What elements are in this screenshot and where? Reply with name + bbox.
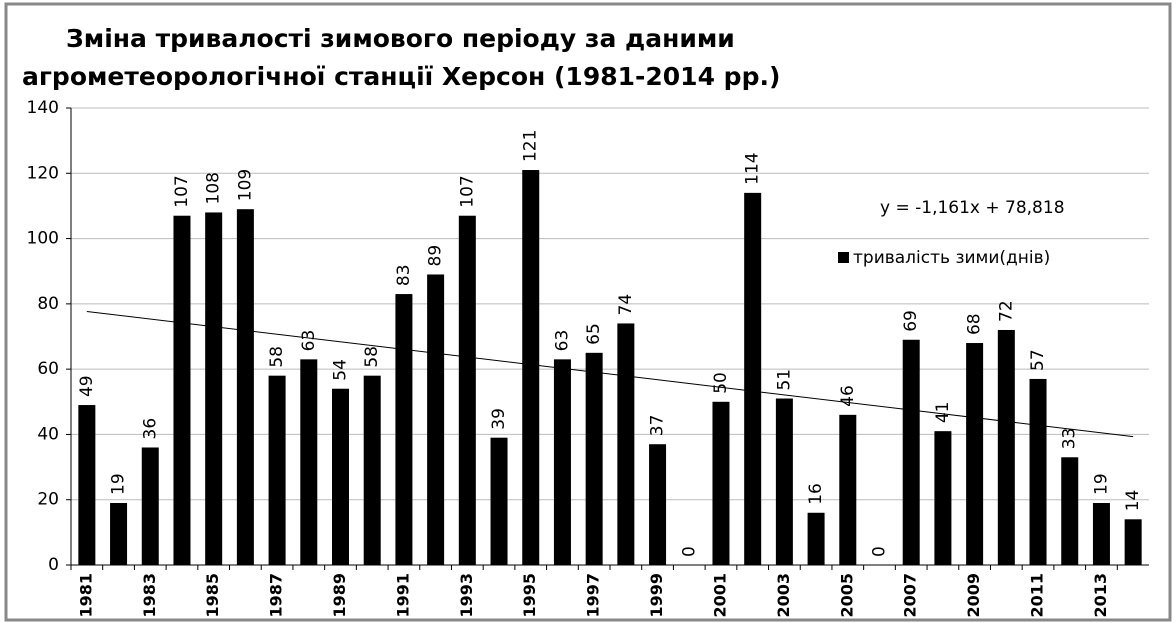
value-label: 36: [140, 418, 160, 440]
x-tick-label: 1999: [647, 573, 666, 618]
bar: [712, 401, 730, 565]
x-tick-label: 2009: [964, 573, 983, 618]
bar: [522, 170, 540, 565]
value-label: 83: [394, 264, 414, 286]
x-tick-label: 1985: [203, 573, 222, 618]
bar: [649, 444, 667, 565]
bar: [553, 359, 571, 565]
value-label: 107: [457, 175, 477, 207]
value-label: 69: [901, 310, 921, 332]
bar: [839, 414, 857, 565]
value-label: 63: [552, 330, 572, 352]
x-tick-label: 2013: [1091, 573, 1110, 618]
x-tick-label: 2011: [1028, 573, 1047, 618]
value-label: 57: [1028, 349, 1048, 371]
chart-title: агрометеорологічної станції Херсон (1981…: [22, 62, 780, 91]
value-label: 58: [267, 346, 287, 368]
bar: [173, 215, 191, 565]
y-tick-label: 80: [37, 294, 59, 314]
bar: [363, 375, 381, 565]
x-tick-label: 1981: [76, 573, 95, 618]
bar: [1029, 378, 1047, 565]
bar: [617, 323, 635, 565]
x-tick-label: 2005: [837, 573, 856, 618]
value-label: 37: [648, 415, 668, 437]
legend-label: тривалість зими(днів): [853, 248, 1050, 268]
value-label: 16: [806, 483, 826, 505]
bar: [902, 339, 920, 565]
bar: [1092, 502, 1110, 565]
value-label: 107: [172, 175, 192, 207]
chart-title: Зміна тривалості зимового періоду за дан…: [66, 24, 735, 53]
bar: [332, 388, 349, 565]
bar: [205, 212, 223, 565]
value-label: 19: [109, 473, 129, 495]
bar: [807, 512, 825, 565]
y-tick-label: 120: [27, 163, 59, 183]
y-tick-label: 100: [27, 229, 59, 249]
bar: [458, 215, 476, 565]
bar: [300, 359, 318, 565]
value-label: 58: [362, 346, 382, 368]
value-label: 49: [77, 375, 97, 397]
x-tick-label: 1997: [584, 573, 603, 618]
x-tick-label: 2007: [901, 573, 920, 618]
value-label: 68: [965, 313, 985, 335]
value-label: 74: [616, 294, 636, 316]
y-tick-label: 40: [37, 424, 59, 444]
value-label: 63: [299, 330, 319, 352]
value-label: 39: [489, 408, 509, 430]
x-tick-label: 1983: [140, 573, 159, 618]
bar: [934, 431, 952, 565]
value-label: 0: [679, 546, 699, 557]
x-tick-label: 2001: [710, 573, 729, 618]
value-label: 121: [521, 130, 541, 162]
bar: [141, 447, 159, 565]
x-tick-label: 1987: [267, 573, 286, 618]
value-label: 54: [331, 359, 351, 381]
x-tick-label: 1995: [520, 573, 539, 618]
trendline: [86, 311, 1134, 438]
bar: [997, 329, 1015, 565]
value-label: 14: [1123, 490, 1143, 512]
value-label: 33: [1060, 428, 1080, 450]
bar: [744, 192, 762, 565]
y-tick-label: 140: [27, 98, 59, 118]
bar: [110, 502, 128, 565]
bar: [1061, 457, 1079, 565]
bar: [427, 274, 445, 565]
value-label: 89: [426, 245, 446, 267]
bar: [966, 343, 984, 565]
bar: [490, 437, 508, 565]
value-label: 109: [235, 169, 255, 201]
y-tick-label: 60: [37, 359, 59, 379]
value-label: 0: [870, 546, 890, 557]
value-label: 65: [584, 323, 604, 345]
trendline-equation: y = -1,161x + 78,818: [880, 198, 1065, 218]
x-tick-label: 1991: [393, 573, 412, 618]
bar: [1124, 519, 1142, 565]
x-tick-label: 2003: [774, 573, 793, 618]
bar: [775, 398, 793, 565]
value-label: 114: [743, 152, 763, 184]
legend-swatch: [838, 252, 849, 263]
bar: [585, 352, 603, 565]
value-label: 51: [774, 369, 794, 391]
value-label: 108: [204, 172, 224, 204]
value-label: 50: [711, 372, 731, 394]
bar: [78, 405, 96, 565]
value-label: 19: [1091, 473, 1111, 495]
x-tick-label: 1993: [457, 573, 476, 618]
bar: [268, 375, 286, 565]
y-tick-label: 20: [37, 490, 59, 510]
value-label: 72: [996, 300, 1016, 322]
y-tick-label: 0: [48, 555, 59, 575]
x-tick-label: 1989: [330, 573, 349, 618]
bar: [236, 209, 254, 565]
bar: [395, 294, 413, 565]
value-label: 41: [933, 402, 953, 424]
